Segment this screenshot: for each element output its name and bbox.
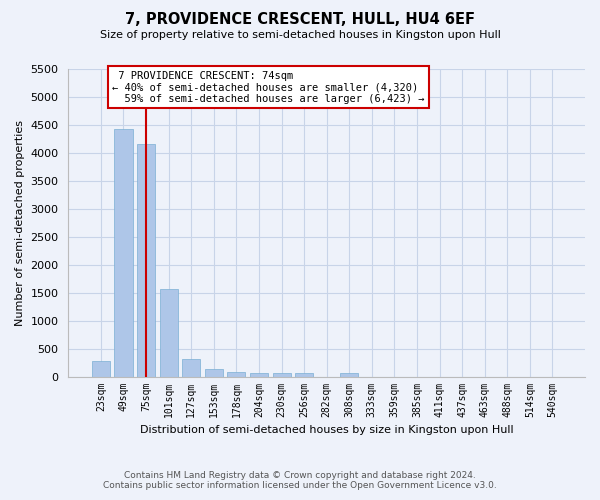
Bar xyxy=(160,290,178,376)
Text: 7, PROVIDENCE CRESCENT, HULL, HU4 6EF: 7, PROVIDENCE CRESCENT, HULL, HU4 6EF xyxy=(125,12,475,28)
Bar xyxy=(182,358,200,376)
Bar xyxy=(250,373,268,376)
Bar xyxy=(295,373,313,376)
Bar xyxy=(92,361,110,376)
Text: Contains HM Land Registry data © Crown copyright and database right 2024.
Contai: Contains HM Land Registry data © Crown c… xyxy=(103,470,497,490)
X-axis label: Distribution of semi-detached houses by size in Kingston upon Hull: Distribution of semi-detached houses by … xyxy=(140,425,514,435)
Bar xyxy=(227,372,245,376)
Text: Size of property relative to semi-detached houses in Kingston upon Hull: Size of property relative to semi-detach… xyxy=(100,30,500,40)
Bar xyxy=(272,373,290,376)
Bar xyxy=(205,370,223,376)
Y-axis label: Number of semi-detached properties: Number of semi-detached properties xyxy=(15,120,25,326)
Text: 7 PROVIDENCE CRESCENT: 74sqm
← 40% of semi-detached houses are smaller (4,320)
 : 7 PROVIDENCE CRESCENT: 74sqm ← 40% of se… xyxy=(112,70,425,104)
Bar xyxy=(137,144,155,376)
Bar xyxy=(340,373,358,376)
Bar xyxy=(115,129,133,376)
